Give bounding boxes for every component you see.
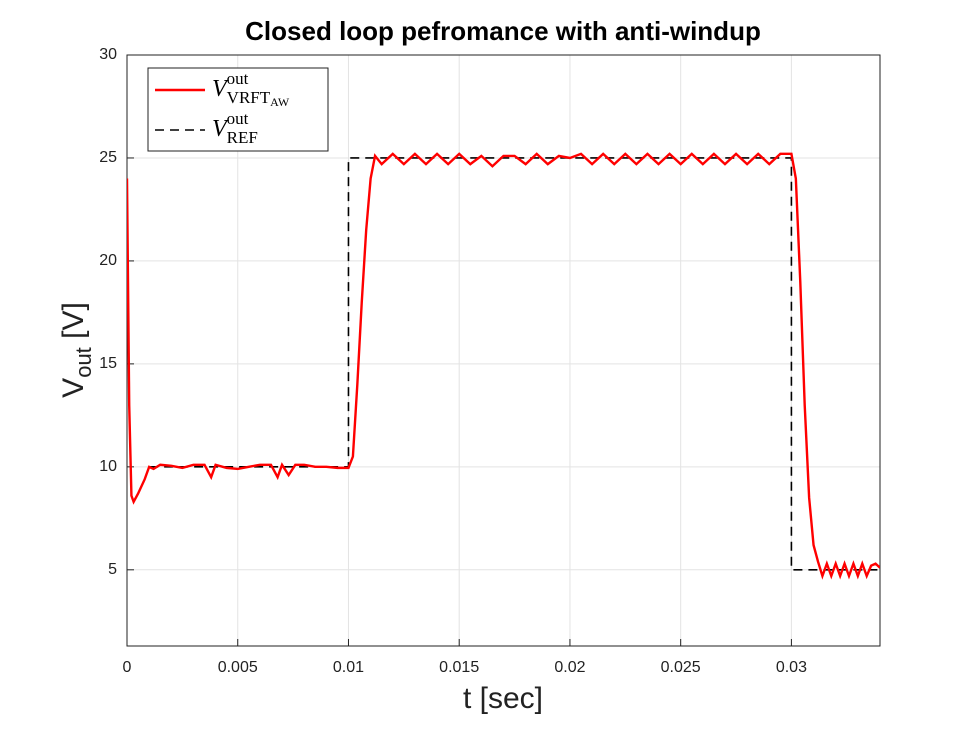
- x-tick-label: 0: [123, 659, 132, 676]
- y-label-rest: [V]: [57, 302, 90, 347]
- y-tick-label: 30: [99, 46, 117, 63]
- x-tick-label: 0.005: [218, 659, 258, 676]
- y-tick-label: 5: [108, 561, 117, 578]
- series-line: [127, 152, 880, 580]
- legend-sub2: AW: [270, 95, 290, 109]
- y-tick-label: 15: [99, 355, 117, 372]
- legend-sup: out: [227, 69, 249, 88]
- x-tick-label: 0.025: [661, 659, 701, 676]
- y-axis-label: Vout [V]: [57, 302, 96, 398]
- y-label-base: V: [57, 378, 90, 398]
- legend-base: V: [212, 116, 229, 142]
- x-tick-label: 0.02: [554, 659, 585, 676]
- y-tick-label: 20: [99, 252, 117, 269]
- x-axis-label: t [sec]: [463, 682, 543, 715]
- y-tick-label: 25: [99, 149, 117, 166]
- chart-title: Closed loop pefromance with anti-windup: [245, 16, 761, 46]
- legend-sup: out: [227, 109, 249, 128]
- legend-label: Vout VRFTAW: [212, 69, 290, 109]
- y-label-sub: out: [71, 347, 96, 378]
- legend-sub: VRFT: [227, 88, 271, 107]
- plot-area: [127, 55, 880, 646]
- legend-box: [147, 67, 329, 152]
- x-tick-label: 0.01: [333, 659, 364, 676]
- legend-sub: REF: [227, 128, 258, 147]
- x-tick-label: 0.015: [439, 659, 479, 676]
- legend-label: Vout REF: [212, 109, 258, 147]
- x-tick-label: 0.03: [776, 659, 807, 676]
- y-tick-label: 10: [99, 458, 117, 475]
- plot-frame: [126, 54, 881, 647]
- legend-base: V: [212, 76, 229, 102]
